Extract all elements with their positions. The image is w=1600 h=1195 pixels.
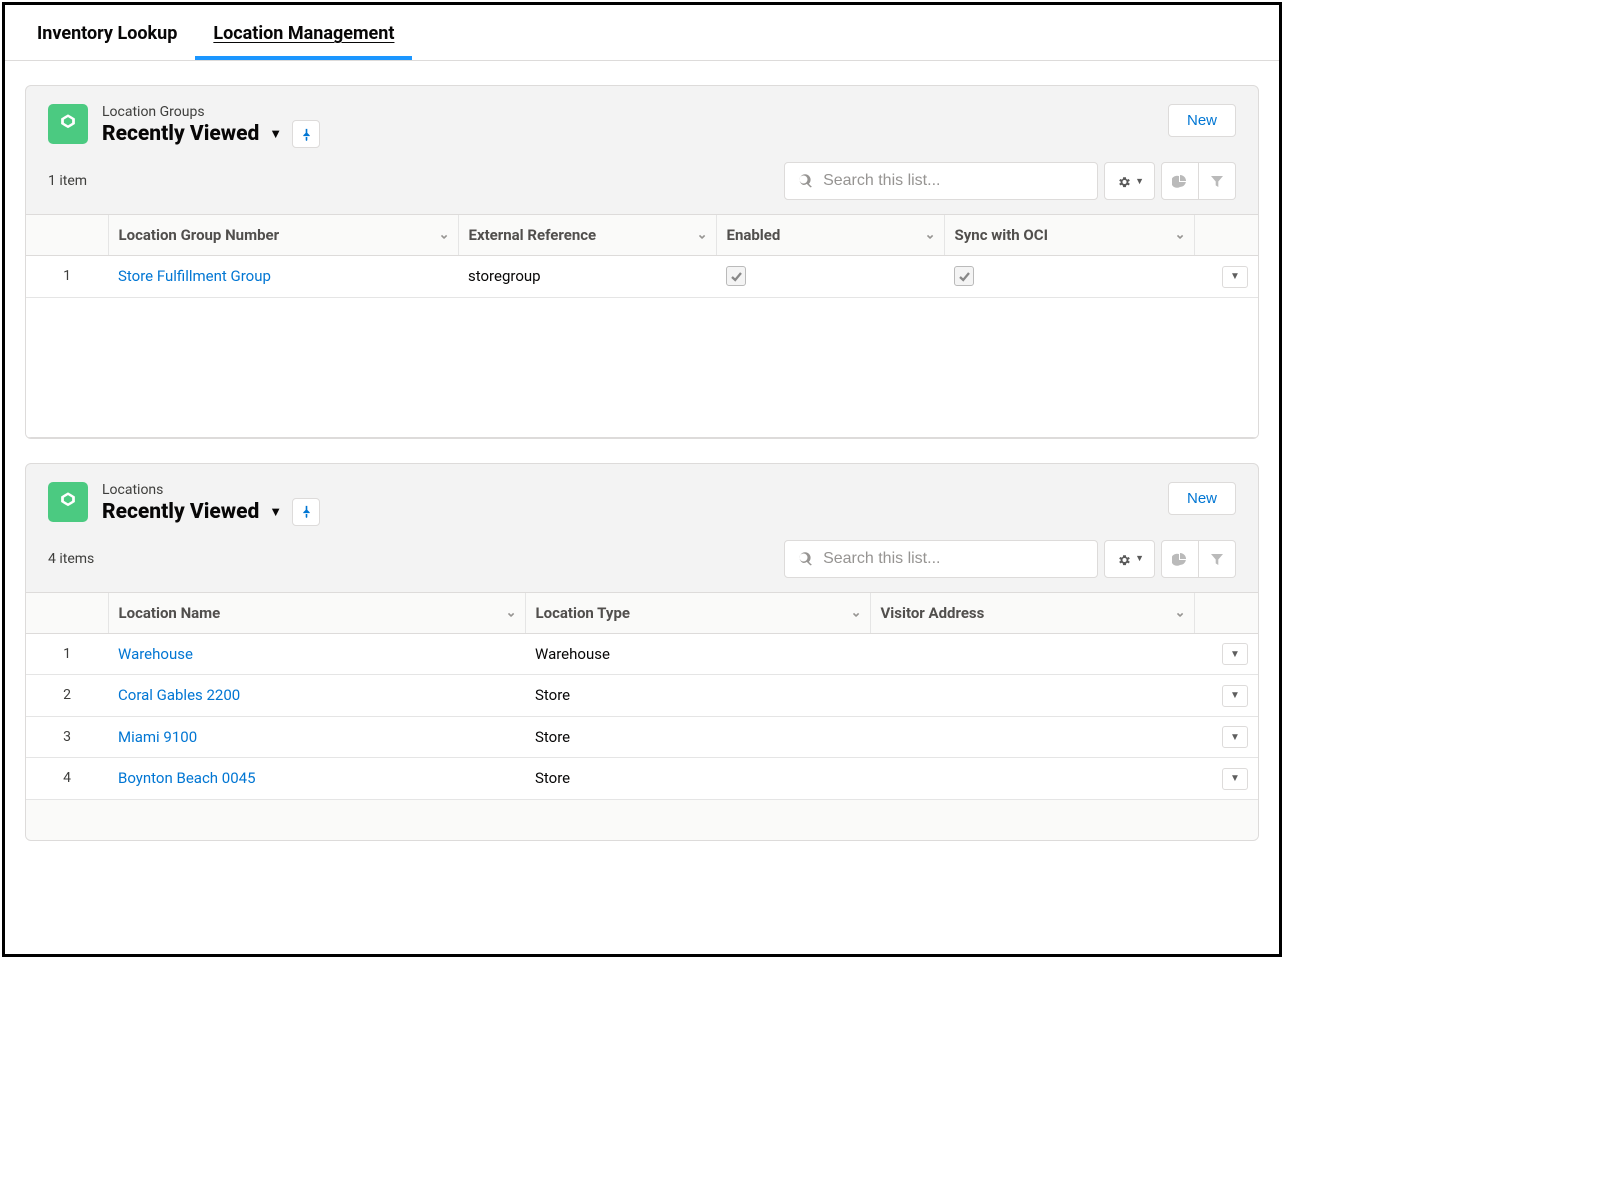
chart-button[interactable] <box>1161 162 1199 200</box>
cell-type: Store <box>525 758 870 800</box>
tab-bar: Inventory Lookup Location Management <box>5 5 1279 61</box>
locations-card: Locations Recently Viewed ▼ New 4 items <box>25 463 1259 841</box>
search-input[interactable] <box>821 549 1085 569</box>
record-link[interactable]: Boynton Beach 0045 <box>118 769 256 787</box>
cell-visitor <box>870 716 1194 758</box>
list-view-name[interactable]: Recently Viewed <box>102 122 259 146</box>
cell-type: Store <box>525 675 870 717</box>
tab-inventory-lookup[interactable]: Inventory Lookup <box>19 5 195 60</box>
object-label: Locations <box>102 482 1154 498</box>
col-location-name[interactable]: Location Name⌄ <box>108 592 525 633</box>
item-count: 1 item <box>48 173 784 189</box>
search-icon <box>797 551 813 567</box>
row-number: 1 <box>26 256 108 298</box>
item-count: 4 items <box>48 551 784 567</box>
search-box[interactable] <box>784 540 1098 578</box>
enabled-checkbox <box>726 266 746 286</box>
col-enabled[interactable]: Enabled⌄ <box>716 215 944 256</box>
list-settings-button[interactable]: ▼ <box>1104 162 1155 200</box>
location-groups-table: Location Group Number⌄ External Referenc… <box>26 214 1258 298</box>
col-rownum <box>26 592 108 633</box>
chart-button[interactable] <box>1161 540 1199 578</box>
cell-type: Warehouse <box>525 633 870 675</box>
location-groups-card: Location Groups Recently Viewed ▼ New 1 … <box>25 85 1259 439</box>
pin-view-button[interactable] <box>292 498 320 526</box>
search-box[interactable] <box>784 162 1098 200</box>
table-row: 2 Coral Gables 2200 Store ▼ <box>26 675 1258 717</box>
pin-view-button[interactable] <box>292 120 320 148</box>
location-group-icon <box>48 104 88 144</box>
row-menu-button[interactable]: ▼ <box>1222 685 1248 707</box>
table-row: 1 Store Fulfillment Group storegroup ▼ <box>26 256 1258 298</box>
cell-ext-ref: storegroup <box>458 256 716 298</box>
chevron-down-icon[interactable]: ▼ <box>269 126 282 142</box>
table-row: 1 Warehouse Warehouse ▼ <box>26 633 1258 675</box>
record-link[interactable]: Coral Gables 2200 <box>118 686 240 704</box>
table-row: 3 Miami 9100 Store ▼ <box>26 716 1258 758</box>
table-row: 4 Boynton Beach 0045 Store ▼ <box>26 758 1258 800</box>
cell-visitor <box>870 633 1194 675</box>
record-link[interactable]: Warehouse <box>118 645 193 663</box>
record-link[interactable]: Store Fulfillment Group <box>118 267 271 285</box>
record-link[interactable]: Miami 9100 <box>118 728 197 746</box>
col-rownum <box>26 215 108 256</box>
location-icon <box>48 482 88 522</box>
row-number: 4 <box>26 758 108 800</box>
row-menu-button[interactable]: ▼ <box>1222 266 1248 288</box>
col-ext-ref[interactable]: External Reference⌄ <box>458 215 716 256</box>
object-label: Location Groups <box>102 104 1154 120</box>
filter-button[interactable] <box>1199 162 1236 200</box>
cell-visitor <box>870 675 1194 717</box>
col-sync-oci[interactable]: Sync with OCI⌄ <box>944 215 1194 256</box>
row-number: 1 <box>26 633 108 675</box>
cell-visitor <box>870 758 1194 800</box>
search-input[interactable] <box>821 171 1085 191</box>
row-number: 3 <box>26 716 108 758</box>
col-location-type[interactable]: Location Type⌄ <box>525 592 870 633</box>
filter-button[interactable] <box>1199 540 1236 578</box>
row-number: 2 <box>26 675 108 717</box>
row-menu-button[interactable]: ▼ <box>1222 643 1248 665</box>
cell-type: Store <box>525 716 870 758</box>
col-visitor-address[interactable]: Visitor Address⌄ <box>870 592 1194 633</box>
chevron-down-icon[interactable]: ▼ <box>269 504 282 520</box>
col-actions <box>1194 592 1258 633</box>
row-menu-button[interactable]: ▼ <box>1222 726 1248 748</box>
list-view-name[interactable]: Recently Viewed <box>102 500 259 524</box>
col-actions <box>1194 215 1258 256</box>
tab-location-management[interactable]: Location Management <box>195 5 412 60</box>
new-button[interactable]: New <box>1168 482 1236 515</box>
col-group-number[interactable]: Location Group Number⌄ <box>108 215 458 256</box>
locations-table: Location Name⌄ Location Type⌄ Visitor Ad… <box>26 592 1258 800</box>
sync-checkbox <box>954 266 974 286</box>
row-menu-button[interactable]: ▼ <box>1222 768 1248 790</box>
list-settings-button[interactable]: ▼ <box>1104 540 1155 578</box>
search-icon <box>797 173 813 189</box>
new-button[interactable]: New <box>1168 104 1236 137</box>
